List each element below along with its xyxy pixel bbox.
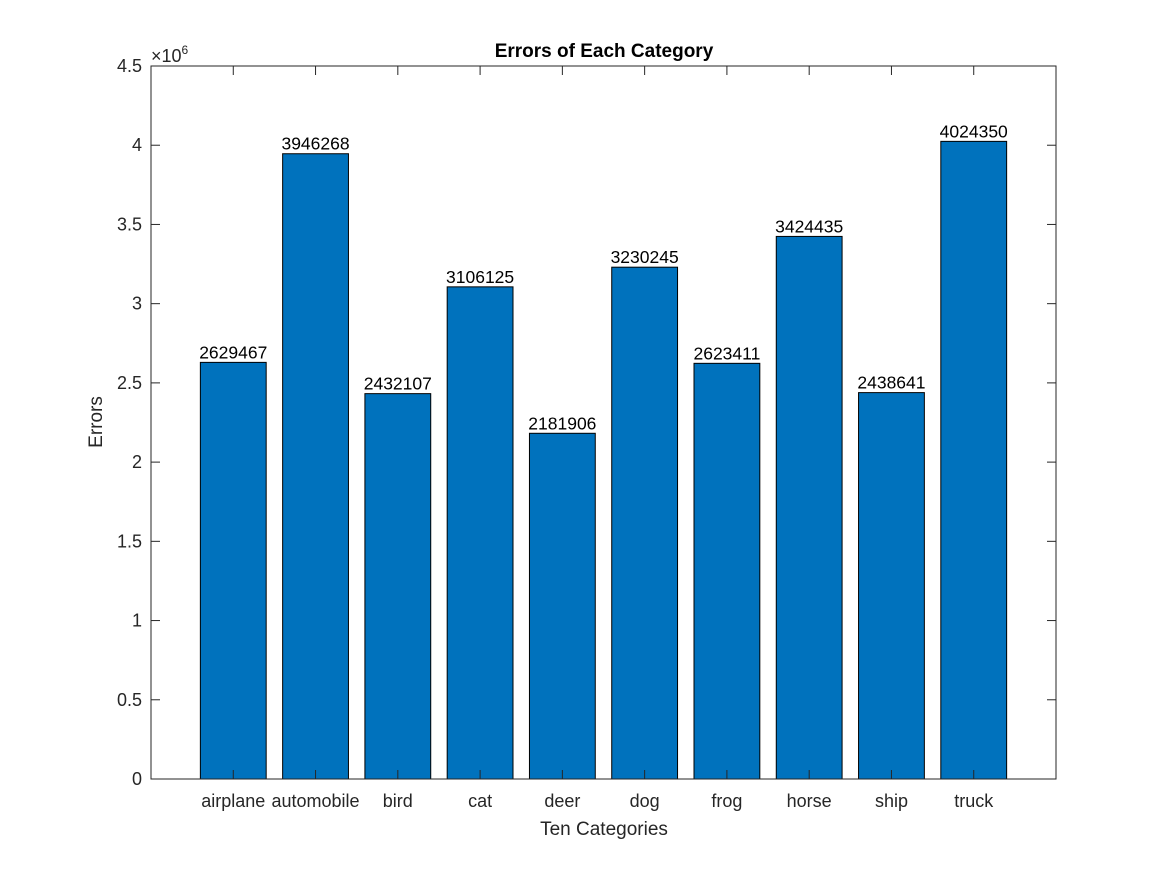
data-label-dog: 3230245 (611, 247, 679, 267)
bar-deer (528, 432, 596, 780)
x-tick-label-frog: frog (711, 791, 742, 811)
y-tick-label-3: 1.5 (117, 531, 142, 551)
data-label-bird: 2432107 (364, 374, 432, 394)
data-label-truck: 4024350 (940, 121, 1008, 141)
y-tick-label-2: 1 (132, 611, 142, 631)
y-tick-label-1: 0.5 (117, 690, 142, 710)
data-label-horse: 3424435 (775, 216, 843, 236)
y-tick-label-7: 3.5 (117, 214, 142, 234)
x-tick-label-dog: dog (630, 791, 660, 811)
bar-truck (940, 140, 1008, 780)
data-label-automobile: 3946268 (281, 134, 349, 154)
x-tick-label-deer: deer (544, 791, 580, 811)
chart-title: Errors of Each Category (495, 41, 714, 62)
y-tick-label-4: 2 (132, 452, 142, 472)
axes-box (150, 65, 1057, 780)
data-label-ship: 2438641 (857, 373, 925, 393)
y-axis-exponent: ×106 (151, 43, 189, 66)
x-tick-label-ship: ship (875, 791, 908, 811)
bar-ship (858, 392, 925, 780)
x-tick-label-automobile: automobile (272, 791, 360, 811)
x-axis-label: Ten Categories (540, 819, 668, 840)
y-tick-label-9: 4.5 (117, 56, 142, 76)
y-tick-label-6: 3 (132, 294, 142, 314)
data-label-frog: 2623411 (693, 343, 760, 363)
x-tick-label-horse: horse (787, 791, 832, 811)
bar-automobile (282, 153, 349, 780)
x-tick-label-truck: truck (954, 791, 994, 811)
data-label-cat: 3106125 (446, 267, 514, 287)
y-tick-label-0: 0 (132, 769, 142, 789)
y-tick-label-5: 2.5 (117, 373, 142, 393)
x-tick-label-airplane: airplane (201, 791, 265, 811)
bar-bird (364, 393, 432, 780)
bar-cat (446, 286, 514, 780)
bar-frog (693, 362, 761, 780)
bar-horse (775, 235, 843, 780)
y-axis-label: Errors (86, 396, 107, 448)
x-tick-label-bird: bird (383, 791, 413, 811)
y-tick-label-8: 4 (132, 135, 142, 155)
x-tick-label-cat: cat (468, 791, 492, 811)
bar-airplane (199, 361, 267, 780)
data-label-deer: 2181906 (528, 413, 596, 433)
plot-area: 2629467 airplane 3946268 automobile 2432107 b… (117, 56, 1057, 811)
bar-dog (611, 266, 679, 780)
data-label-airplane: 2629467 (199, 342, 267, 362)
